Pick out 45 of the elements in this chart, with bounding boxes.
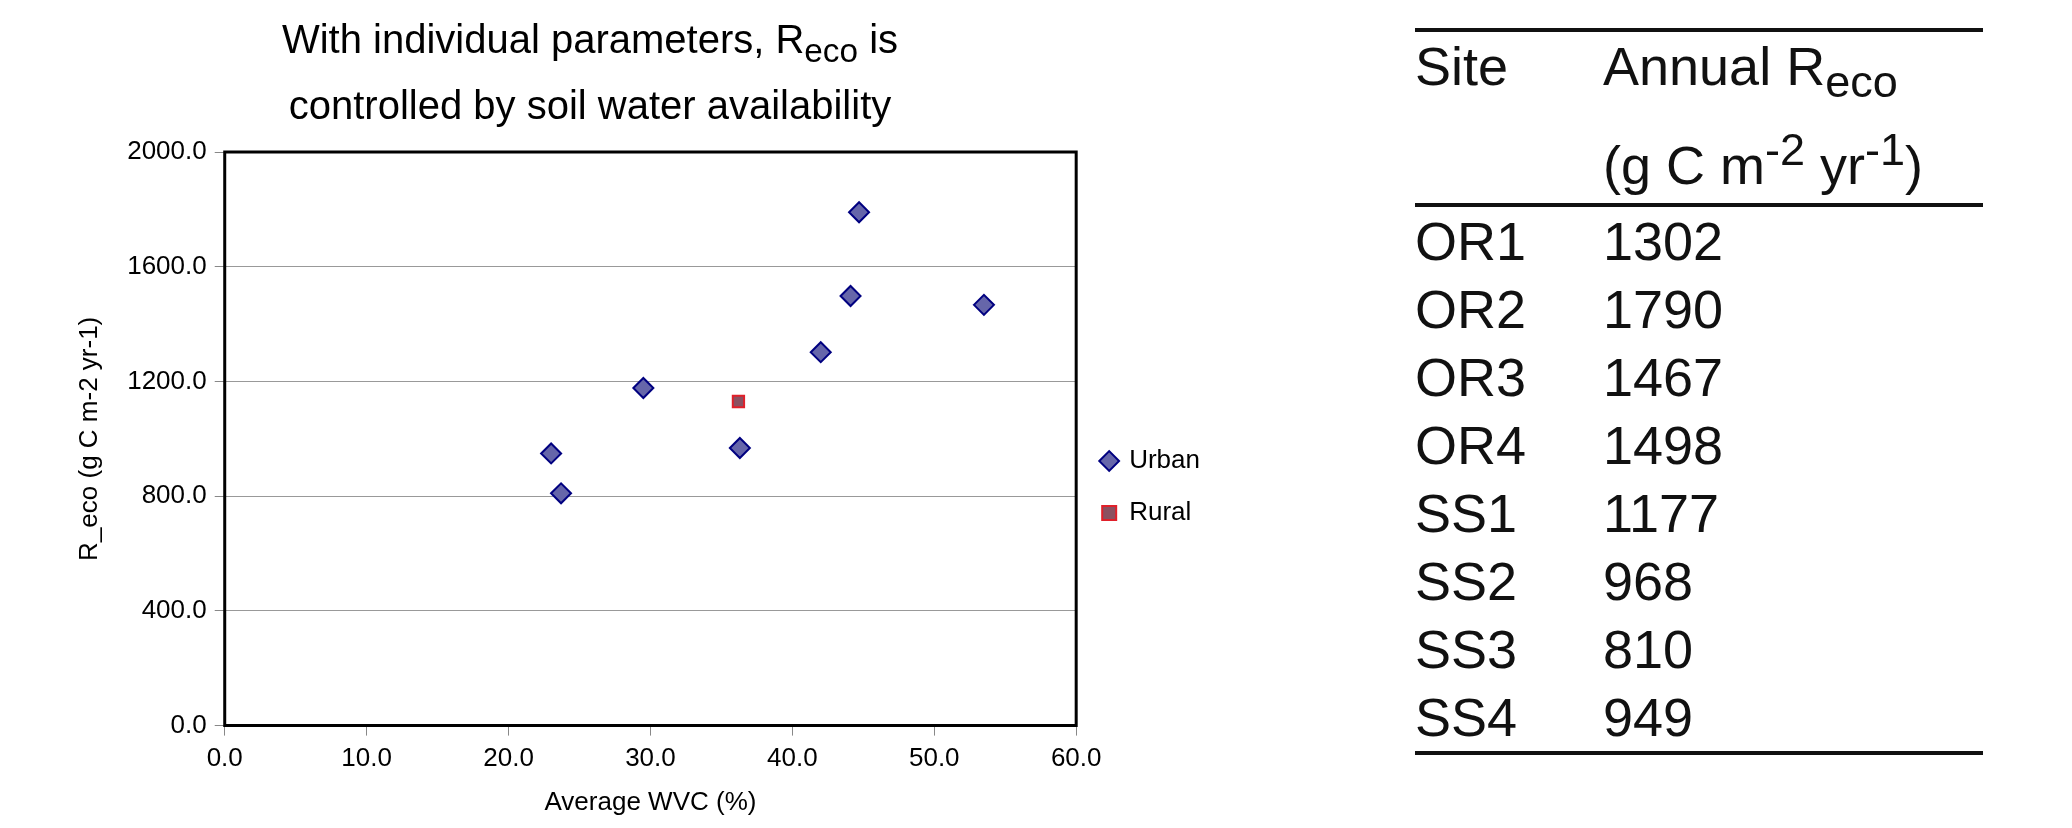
data-label: 968: [1603, 549, 1695, 613]
text: Annual R$_{eco}$ (g C m$^{-2}$ yr$^{-1}$): [1603, 36, 1924, 195]
y-tick-label: 1200.0: [127, 364, 207, 395]
data-label: 1498: [1603, 413, 1725, 477]
y-tick-label: 2000.0: [127, 135, 207, 166]
text: Site: [1415, 35, 1510, 98]
x-tick-label: 0.0: [206, 742, 243, 773]
category-label: OR2: [1415, 277, 1528, 341]
category-label: OR3: [1415, 345, 1528, 409]
category-label: SS1: [1415, 481, 1519, 545]
data-label: 810: [1603, 617, 1695, 681]
category-label: SS3: [1415, 617, 1519, 681]
x-tick-label: 10.0: [341, 742, 392, 773]
y-tick-label: 1600.0: [127, 249, 207, 280]
data-label: 1467: [1603, 345, 1725, 409]
data-label: 1177: [1603, 481, 1721, 545]
point: [972, 293, 995, 316]
point: [731, 394, 746, 409]
x-tick-label: 50.0: [908, 742, 960, 773]
category-label: SS4: [1415, 685, 1519, 749]
point: [632, 377, 655, 400]
x-tick-label: 30.0: [625, 742, 676, 773]
data-label: 949: [1603, 685, 1695, 749]
data-label: 1302: [1603, 209, 1725, 273]
chart-title: With individual parameters, R$_{eco}$ is controlled by soil water availability: [280, 16, 900, 129]
category-label: OR4: [1415, 413, 1528, 477]
point: [540, 442, 563, 465]
x-tick-label: 60.0: [1050, 742, 1102, 773]
point: [848, 201, 871, 224]
x-tick-label: 20.0: [483, 742, 534, 773]
data-label: 1790: [1603, 277, 1725, 341]
category-label: OR1: [1415, 209, 1528, 273]
y-tick-label: 0.0: [170, 708, 207, 739]
y-tick-label: 800.0: [141, 479, 207, 510]
y-axis-title: R_eco (g C m-2 yr-1): [72, 316, 103, 561]
point: [550, 482, 573, 505]
point: [809, 341, 832, 364]
legend-label: Urban: [1129, 444, 1201, 475]
point: [728, 436, 751, 459]
category-label: SS2: [1415, 549, 1519, 613]
x-axis-title: Average WVC (%): [544, 785, 757, 816]
point: [839, 284, 862, 307]
legend-label: Rural: [1129, 496, 1192, 527]
x-tick-label: 40.0: [767, 742, 818, 773]
y-tick-label: 400.0: [141, 594, 207, 625]
